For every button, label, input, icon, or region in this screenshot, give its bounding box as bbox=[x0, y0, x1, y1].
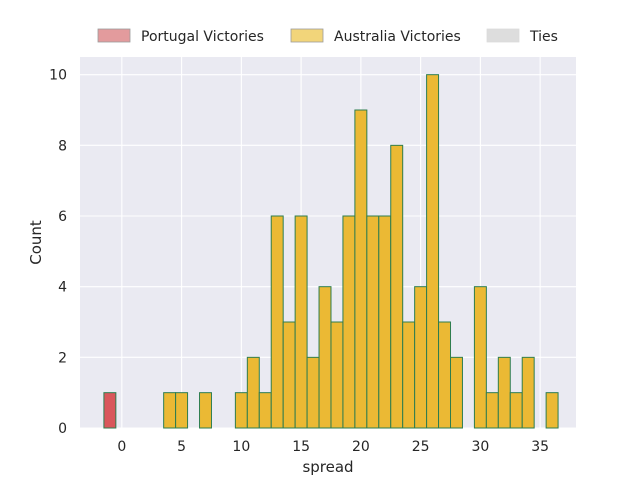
bars bbox=[103, 74, 559, 429]
histogram-bar bbox=[521, 356, 535, 429]
x-tick-label: 20 bbox=[352, 439, 370, 455]
histogram-bar bbox=[366, 215, 380, 429]
histogram-bar bbox=[545, 392, 559, 429]
legend-label: Australia Victories bbox=[334, 29, 461, 45]
histogram-bar bbox=[258, 392, 272, 429]
x-tick-labels: 0 5 10 15 20 25 30 35 bbox=[117, 439, 549, 455]
histogram-bar bbox=[438, 321, 452, 429]
histogram-bar bbox=[246, 356, 260, 429]
histogram-bar bbox=[163, 392, 177, 429]
x-axis-label: spread bbox=[302, 458, 353, 476]
histogram-bar bbox=[390, 144, 404, 429]
legend-swatch bbox=[290, 28, 324, 43]
y-tick-label: 4 bbox=[58, 280, 67, 296]
histogram-bar bbox=[509, 392, 523, 429]
x-tick-label: 30 bbox=[471, 439, 489, 455]
histogram-bar bbox=[306, 356, 320, 429]
legend-swatch bbox=[486, 28, 520, 43]
histogram-bar bbox=[426, 74, 440, 429]
y-tick-label: 2 bbox=[58, 350, 67, 366]
legend-label: Portugal Victories bbox=[141, 29, 264, 45]
histogram-bar bbox=[497, 356, 511, 429]
legend-swatch bbox=[97, 28, 131, 43]
x-tick-label: 35 bbox=[531, 439, 549, 455]
y-tick-label: 6 bbox=[58, 209, 67, 225]
histogram-bar bbox=[485, 392, 499, 429]
legend: Portugal Victories Australia Victories Tie… bbox=[97, 28, 558, 45]
histogram-bar bbox=[103, 392, 117, 429]
y-axis-label: Count bbox=[27, 220, 45, 265]
x-tick-label: 0 bbox=[117, 439, 126, 455]
histogram-bar bbox=[318, 286, 332, 429]
x-tick-label: 5 bbox=[177, 439, 186, 455]
histogram-bar bbox=[378, 215, 392, 429]
histogram-bar bbox=[199, 392, 212, 429]
histogram-bar bbox=[414, 286, 428, 429]
y-tick-labels: 0 2 4 6 8 10 bbox=[49, 68, 67, 437]
y-tick-label: 0 bbox=[58, 421, 67, 437]
histogram-bar bbox=[330, 321, 344, 429]
histogram-bar bbox=[354, 109, 368, 429]
histogram-bar bbox=[282, 321, 296, 429]
histogram-bar bbox=[402, 321, 416, 429]
histogram-bar bbox=[342, 215, 356, 429]
histogram-bar bbox=[294, 215, 308, 429]
histogram-bar bbox=[270, 215, 284, 429]
y-tick-label: 10 bbox=[49, 68, 67, 84]
histogram-bar bbox=[234, 392, 248, 429]
x-tick-label: 10 bbox=[232, 439, 250, 455]
histogram-bar bbox=[450, 356, 463, 429]
legend-label: Ties bbox=[529, 29, 558, 45]
x-tick-label: 25 bbox=[412, 439, 430, 455]
y-tick-label: 8 bbox=[58, 138, 67, 154]
histogram-bar bbox=[473, 286, 487, 429]
histogram-bar bbox=[175, 392, 189, 429]
x-tick-label: 15 bbox=[292, 439, 310, 455]
